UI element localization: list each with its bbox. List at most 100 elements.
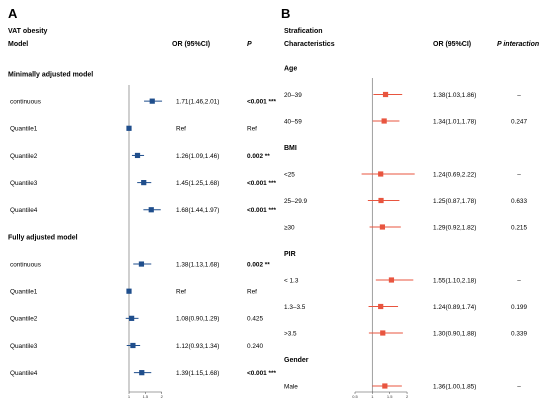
panel-a-or-value: Ref bbox=[176, 126, 186, 133]
panel-b-tick-label: 1.5 bbox=[387, 394, 393, 399]
panel-a-p-value: Ref bbox=[247, 126, 257, 133]
panel-b-or-value: 1.55(1.10,2.18) bbox=[433, 277, 476, 284]
panel-b-or-value: 1.34(1.01,1.78) bbox=[433, 118, 476, 125]
panel-a-p-value: 0.425 bbox=[247, 316, 263, 323]
panel-b-p-value: – bbox=[517, 383, 521, 390]
panel-b-row-label: ≥30 bbox=[284, 224, 295, 231]
panel-a-title: VAT obesity bbox=[8, 28, 48, 35]
panel-b-point-marker bbox=[381, 118, 387, 124]
panel-a-point-marker bbox=[130, 342, 136, 349]
panel-b-p-value: 0.339 bbox=[511, 330, 527, 337]
panel-b-section-label: Gender bbox=[284, 357, 309, 364]
panel-b-row-label: 25–29.9 bbox=[284, 198, 308, 205]
panel-b-section-label: PIR bbox=[284, 251, 296, 258]
panel-b-row-label: Male bbox=[284, 383, 298, 390]
panel-a-p-value: 0.002 ** bbox=[247, 261, 270, 268]
panel-b-p-value: 0.215 bbox=[511, 224, 527, 231]
panel-a-or-value: 1.39(1.15,1.68) bbox=[176, 370, 219, 377]
panel-a-p-value: <0.001 *** bbox=[247, 207, 276, 214]
panel-b-p-value: – bbox=[517, 171, 521, 178]
panel-a-forest: 1 1.5 2 Minimally adjusted model continuous 1… bbox=[8, 72, 276, 400]
panel-a-point-marker bbox=[149, 98, 155, 104]
panel-a-row-label: Quantile1 bbox=[10, 126, 38, 133]
panel-a-row-label: continuous bbox=[10, 98, 41, 105]
panel-a-point-marker bbox=[141, 180, 147, 186]
panel-a-col-p: P bbox=[247, 41, 252, 48]
panel-b-p-value: – bbox=[517, 277, 521, 284]
panel-b-letter: B bbox=[281, 6, 290, 21]
panel-b-p-value: 0.247 bbox=[511, 118, 527, 125]
panel-a-tick-label: 1.5 bbox=[143, 394, 149, 399]
panel-b-p-value: – bbox=[517, 92, 521, 99]
panel-b-or-value: 1.38(1.03,1.86) bbox=[433, 92, 476, 99]
panel-a-or-value: 1.45(1.25,1.68) bbox=[176, 180, 219, 187]
panel-b-or-value: 1.36(1.00,1.85) bbox=[433, 383, 476, 390]
panel-a-row-label: Quantile4 bbox=[10, 370, 38, 377]
panel-a-row-label: Quantile2 bbox=[10, 153, 38, 160]
panel-b-col-p: P interaction bbox=[497, 41, 539, 48]
panel-a-p-value: Ref bbox=[247, 289, 257, 296]
panel-b-p-value: 0.199 bbox=[511, 304, 527, 311]
panel-b-point-marker bbox=[378, 303, 384, 310]
panel-b-section-label: BMI bbox=[284, 145, 297, 152]
panel-a-or-value: 1.68(1.44,1.97) bbox=[176, 207, 219, 214]
panel-a-or-value: 1.08(0.90,1.29) bbox=[176, 316, 219, 323]
panel-a-row-label: Quantile2 bbox=[10, 316, 38, 323]
panel-a-p-value: 0.240 bbox=[247, 343, 263, 350]
panel-a-row-label: Quantile4 bbox=[10, 207, 38, 214]
panel-a-point-marker bbox=[138, 261, 145, 267]
panel-b-tick-label: 2 bbox=[406, 394, 409, 399]
panel-b-title: Strafication bbox=[284, 28, 323, 35]
panel-a-section-label: Minimally adjusted model bbox=[8, 72, 93, 79]
panel-b-row-label: 40–59 bbox=[284, 118, 302, 125]
panel-b-tick-label: 1 bbox=[371, 394, 374, 399]
panel-a-p-value: <0.001 *** bbox=[247, 180, 276, 187]
panel-a-row-label: Quantile1 bbox=[10, 289, 38, 296]
panel-a-point-marker bbox=[129, 315, 135, 321]
panel-a-col-model: Model bbox=[8, 41, 28, 48]
panel-a-or-value: Ref bbox=[176, 289, 186, 296]
panel-b-forest: 0.5 1 1.5 2 Age 20–39 1.38(1.03,1.86) – 40–59 1.3… bbox=[284, 66, 527, 400]
panel-a-or-value: 1.26(1.09,1.46) bbox=[176, 153, 219, 160]
panel-b-col-characteristics: Characteristics bbox=[284, 41, 335, 48]
panel-a-point-marker bbox=[148, 207, 154, 213]
panel-b-or-value: 1.25(0.87,1.78) bbox=[433, 198, 476, 205]
panel-a-point-marker bbox=[126, 125, 132, 131]
panel-b-point-marker bbox=[382, 383, 388, 389]
panel-a-tick-label: 1 bbox=[128, 394, 131, 399]
panel-b-section-label: Age bbox=[284, 66, 297, 73]
panel-a-row-label: Quantile3 bbox=[10, 343, 38, 350]
panel-a-letter: A bbox=[8, 6, 18, 21]
panel-b-or-value: 1.29(0.92,1.82) bbox=[433, 224, 476, 231]
panel-b-point-marker bbox=[388, 277, 395, 283]
panel-b-point-marker bbox=[378, 171, 384, 177]
panel-a-section-label: Fully adjusted model bbox=[8, 234, 78, 241]
panel-a-point-marker bbox=[134, 152, 141, 159]
panel-a-p-value: <0.001 *** bbox=[247, 98, 276, 105]
panel-b-point-marker bbox=[380, 330, 386, 336]
panel-b-or-value: 1.30(0.90,1.88) bbox=[433, 330, 476, 337]
panel-b-row-label: 1.3–3.5 bbox=[284, 304, 306, 311]
panel-b-row-label: 20–39 bbox=[284, 92, 302, 99]
panel-a-row-label: Quantile3 bbox=[10, 180, 38, 187]
panel-b-or-value: 1.24(0.89,1.74) bbox=[433, 304, 476, 311]
panel-b-or-value: 1.24(0.69,2.22) bbox=[433, 171, 476, 178]
panel-b-point-marker bbox=[379, 224, 386, 230]
panel-a-col-or: OR (95%CI) bbox=[172, 41, 210, 48]
panel-a-p-value: 0.002 ** bbox=[247, 153, 270, 160]
panel-b-tick-label: 0.5 bbox=[352, 394, 358, 399]
panel-a-tick-label: 2 bbox=[161, 394, 164, 399]
panel-a-p-value: <0.001 *** bbox=[247, 370, 276, 377]
panel-a-or-value: 1.38(1.13,1.68) bbox=[176, 261, 219, 268]
panel-a-point-marker bbox=[139, 370, 145, 376]
panel-b-p-value: 0.633 bbox=[511, 198, 527, 205]
panel-b-row-label: >3.5 bbox=[284, 330, 297, 337]
panel-a-point-marker bbox=[126, 288, 132, 294]
panel-b-point-marker bbox=[382, 91, 389, 98]
panel-b-row-label: <25 bbox=[284, 171, 295, 178]
panel-b-col-or: OR (95%CI) bbox=[433, 41, 471, 48]
panel-a-or-value: 1.12(0.93,1.34) bbox=[176, 343, 219, 350]
panel-b-row-label: < 1.3 bbox=[284, 277, 299, 284]
panel-a-or-value: 1.71(1.46,2.01) bbox=[176, 98, 219, 105]
